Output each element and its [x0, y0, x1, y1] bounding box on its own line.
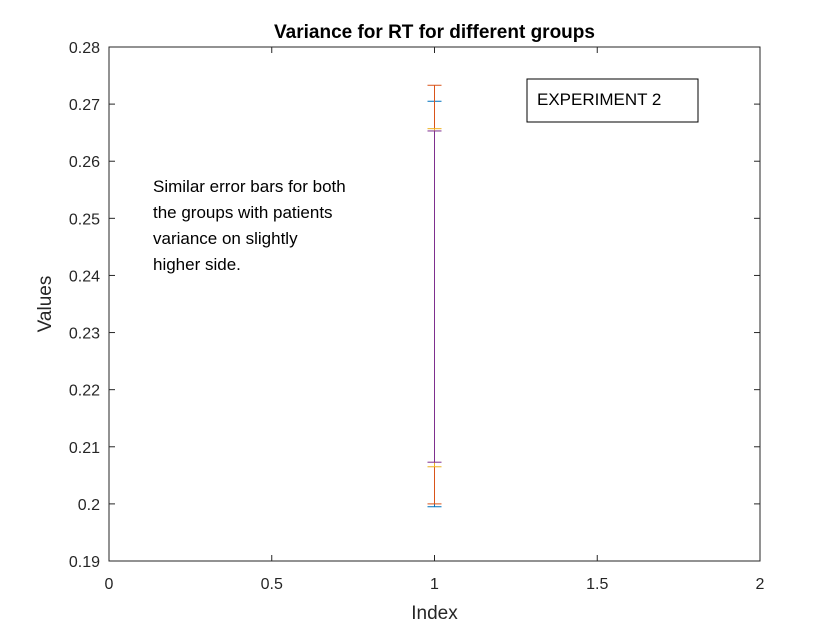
- x-tick-label: 1: [430, 576, 439, 593]
- y-tick-label: 0.28: [69, 40, 100, 57]
- y-tick-label: 0.26: [69, 154, 100, 171]
- experiment-label: EXPERIMENT 2: [537, 90, 661, 109]
- annotation-line: higher side.: [153, 255, 241, 274]
- chart-title: Variance for RT for different groups: [274, 22, 595, 43]
- y-tick-label: 0.25: [69, 211, 100, 228]
- annotation-line: variance on slightly: [153, 229, 298, 248]
- experiment-label-box: EXPERIMENT 2: [526, 78, 699, 123]
- x-axis-label: Index: [411, 603, 458, 624]
- y-axis-label: Values: [35, 276, 56, 333]
- error-bars: [427, 84, 442, 508]
- y-tick-label: 0.27: [69, 97, 100, 114]
- label-box-border: [526, 78, 699, 123]
- y-axis-ticks: 0.19 0.2 0.21 0.22 0.23 0.24 0.25 0.26 0.27 0.28: [69, 40, 760, 571]
- y-tick-label: 0.22: [69, 383, 100, 400]
- x-tick-label: 0.5: [261, 576, 283, 593]
- axes-box: [108, 46, 761, 562]
- annotation-line: the groups with patients: [153, 203, 333, 222]
- y-tick-label: 0.19: [69, 554, 100, 571]
- y-tick-label: 0.23: [69, 326, 100, 343]
- y-tick-label: 0.21: [69, 440, 100, 457]
- errorbar-series: [427, 130, 442, 463]
- y-tick-label: 0.2: [78, 497, 100, 514]
- annotation-note: Similar error bars for both the groups w…: [153, 177, 346, 274]
- x-tick-label: 0: [105, 576, 114, 593]
- x-axis-ticks: 0 0.5 1 1.5 2: [105, 47, 765, 593]
- x-tick-label: 1.5: [586, 576, 608, 593]
- x-tick-label: 2: [756, 576, 765, 593]
- y-tick-label: 0.24: [69, 268, 100, 285]
- annotation-line: Similar error bars for both: [153, 177, 346, 196]
